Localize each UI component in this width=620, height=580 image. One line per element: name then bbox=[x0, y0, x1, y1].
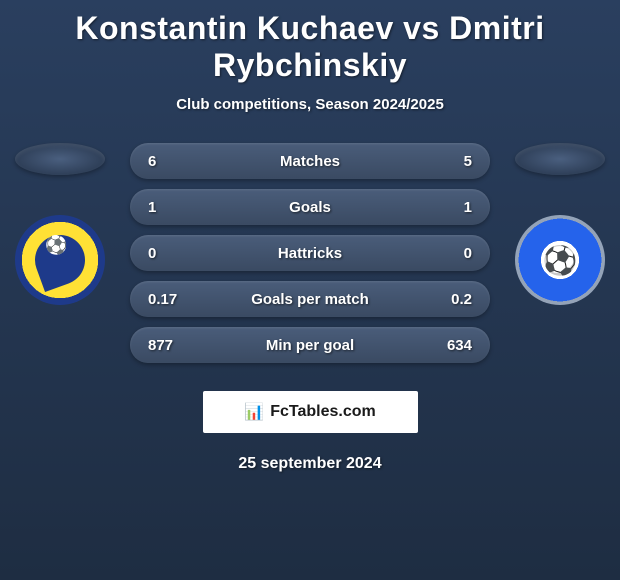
stat-row-hattricks: 0 Hattricks 0 bbox=[130, 235, 490, 271]
left-club-logo bbox=[15, 215, 105, 305]
stat-row-goals: 1 Goals 1 bbox=[130, 189, 490, 225]
stat-label: Hattricks bbox=[188, 245, 432, 262]
stat-row-matches: 6 Matches 5 bbox=[130, 143, 490, 179]
right-player-column bbox=[510, 143, 610, 305]
stat-label: Goals per match bbox=[188, 291, 432, 308]
subtitle: Club competitions, Season 2024/2025 bbox=[0, 96, 620, 113]
stat-right-value: 1 bbox=[432, 199, 472, 216]
stat-left-value: 1 bbox=[148, 199, 188, 216]
stat-left-value: 877 bbox=[148, 337, 188, 354]
watermark-text: FcTables.com bbox=[270, 403, 376, 421]
page-title: Konstantin Kuchaev vs Dmitri Rybchinskiy bbox=[0, 10, 620, 84]
left-player-avatar-placeholder bbox=[15, 143, 105, 175]
stat-left-value: 0 bbox=[148, 245, 188, 262]
right-club-logo bbox=[515, 215, 605, 305]
stat-label: Min per goal bbox=[188, 337, 432, 354]
stats-column: 6 Matches 5 1 Goals 1 0 Hattricks 0 0.17… bbox=[110, 143, 510, 373]
stat-right-value: 0.2 bbox=[432, 291, 472, 308]
main-row: 6 Matches 5 1 Goals 1 0 Hattricks 0 0.17… bbox=[0, 143, 620, 373]
stat-label: Goals bbox=[188, 199, 432, 216]
chart-icon: 📊 bbox=[244, 402, 264, 422]
comparison-card: Konstantin Kuchaev vs Dmitri Rybchinskiy… bbox=[0, 0, 620, 473]
stat-row-min-per-goal: 877 Min per goal 634 bbox=[130, 327, 490, 363]
stat-label: Matches bbox=[188, 153, 432, 170]
stat-row-goals-per-match: 0.17 Goals per match 0.2 bbox=[130, 281, 490, 317]
watermark[interactable]: 📊 FcTables.com bbox=[203, 391, 418, 433]
stat-left-value: 0.17 bbox=[148, 291, 188, 308]
left-player-column bbox=[10, 143, 110, 305]
right-player-avatar-placeholder bbox=[515, 143, 605, 175]
date-text: 25 september 2024 bbox=[0, 455, 620, 473]
stat-right-value: 0 bbox=[432, 245, 472, 262]
stat-right-value: 5 bbox=[432, 153, 472, 170]
stat-right-value: 634 bbox=[432, 337, 472, 354]
stat-left-value: 6 bbox=[148, 153, 188, 170]
